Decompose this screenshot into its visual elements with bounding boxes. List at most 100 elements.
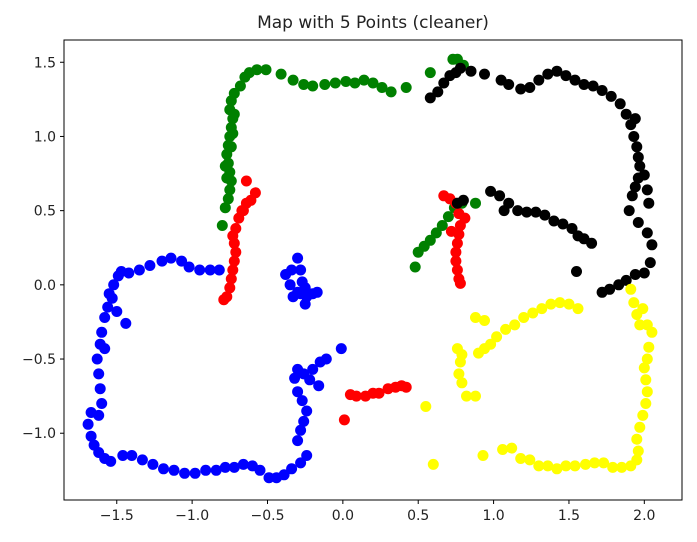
data-point-s0-11	[112, 270, 124, 282]
data-point-s3-26	[632, 151, 644, 163]
data-point-s0-20	[94, 383, 106, 395]
data-point-s1-23	[307, 80, 319, 92]
data-point-s2-13	[218, 294, 230, 306]
data-point-s0-32	[136, 454, 148, 466]
data-point-s0-1	[123, 267, 135, 279]
data-point-s1-41	[430, 227, 442, 239]
data-point-s4-47	[509, 319, 521, 331]
data-point-s3-37	[629, 269, 641, 280]
data-point-s3-57	[457, 194, 469, 206]
data-point-s0-24	[82, 418, 94, 430]
data-point-s4-6	[643, 341, 655, 353]
y-tick-label: 0.0	[34, 278, 56, 294]
data-point-s3-39	[613, 279, 625, 291]
data-point-s1-27	[349, 77, 361, 89]
data-point-s1-42	[436, 220, 448, 231]
data-point-s4-41	[470, 390, 481, 402]
data-point-s3-2	[438, 77, 450, 89]
data-point-s1-47	[221, 172, 233, 184]
data-point-s0-55	[296, 395, 308, 407]
data-point-s3-30	[626, 190, 638, 202]
data-point-s4-30	[506, 442, 518, 454]
data-point-s4-32	[427, 458, 439, 470]
data-point-s0-48	[286, 463, 298, 475]
data-point-s0-35	[168, 464, 180, 476]
data-point-s0-53	[298, 415, 310, 427]
data-point-s2-31	[350, 390, 362, 402]
data-point-s0-37	[189, 467, 201, 479]
data-point-s2-16	[236, 205, 248, 217]
data-point-s0-82	[99, 343, 111, 355]
data-point-s3-18	[587, 80, 599, 92]
data-point-s3-32	[632, 217, 644, 228]
data-point-s3-17	[578, 79, 590, 90]
data-point-s4-15	[632, 445, 644, 457]
data-point-s4-1	[628, 297, 640, 309]
data-point-s0-41	[228, 461, 240, 473]
data-point-s1-32	[400, 82, 412, 93]
data-point-s0-39	[210, 464, 222, 476]
data-point-s0-29	[105, 455, 117, 467]
data-point-s3-43	[494, 190, 506, 202]
data-point-s4-44	[485, 338, 497, 350]
data-point-s3-16	[569, 74, 581, 86]
data-point-s0-4	[156, 255, 168, 267]
data-point-s2-8	[228, 255, 240, 267]
data-point-s4-18	[616, 461, 628, 473]
data-point-s4-26	[542, 460, 554, 472]
data-point-s0-72	[284, 279, 296, 291]
data-point-s3-60	[643, 197, 655, 209]
data-point-s1-22	[298, 79, 310, 90]
data-point-s3-36	[638, 267, 650, 279]
data-point-s3-61	[641, 184, 653, 196]
data-point-s0-12	[108, 279, 120, 291]
data-point-s4-7	[641, 353, 653, 365]
data-point-s2-34	[373, 387, 385, 399]
data-point-s1-21	[287, 74, 299, 86]
y-axis: −1.0 −0.5 0.0 0.5 1.0 1.5	[22, 55, 64, 442]
data-point-s1-51	[228, 108, 240, 120]
data-point-s3-42	[485, 185, 497, 197]
data-point-s2-7	[230, 246, 242, 258]
x-axis: −1.5 −1.0 −0.5 0.0 0.5 1.0 1.5 2.0	[100, 500, 655, 524]
data-point-s0-38	[200, 464, 212, 476]
x-tick-label: −0.5	[250, 508, 284, 524]
y-tick-label: 1.5	[34, 55, 56, 71]
data-point-s1-50	[227, 128, 239, 139]
data-point-s4-53	[563, 298, 575, 310]
data-point-s1-15	[234, 80, 246, 92]
data-point-s0-15	[99, 312, 111, 323]
data-point-s0-23	[85, 407, 97, 418]
data-point-s3-25	[631, 141, 643, 153]
data-point-s3-5	[454, 62, 466, 74]
data-point-s2-29	[338, 414, 350, 426]
data-point-s4-17	[625, 460, 637, 472]
data-point-s1-43	[442, 211, 454, 223]
data-point-s4-19	[607, 461, 619, 473]
data-point-s2-24	[450, 246, 462, 258]
data-point-s3-58	[498, 205, 510, 217]
data-point-s0-9	[204, 264, 216, 276]
data-point-s0-18	[91, 353, 103, 365]
data-point-s4-55	[470, 312, 481, 323]
data-point-s4-56	[479, 315, 490, 326]
data-point-s2-10	[225, 273, 237, 285]
data-point-s4-38	[453, 368, 465, 380]
data-point-s3-22	[620, 108, 632, 120]
data-point-s0-16	[96, 326, 108, 338]
data-point-s4-22	[580, 458, 591, 470]
data-point-s3-46	[521, 206, 533, 218]
data-point-s4-29	[515, 453, 527, 464]
data-point-s0-52	[295, 424, 307, 436]
data-point-s1-14	[228, 87, 240, 99]
data-point-s3-13	[542, 68, 554, 80]
data-point-s4-20	[598, 457, 610, 469]
data-point-s4-21	[589, 457, 601, 469]
data-point-s4-8	[638, 362, 650, 374]
data-point-s2-39	[459, 212, 471, 224]
data-point-s0-34	[158, 463, 169, 475]
data-point-s0-51	[292, 435, 304, 447]
data-point-s1-24	[319, 79, 331, 90]
data-point-s4-46	[500, 323, 512, 335]
data-point-s0-56	[292, 386, 304, 398]
